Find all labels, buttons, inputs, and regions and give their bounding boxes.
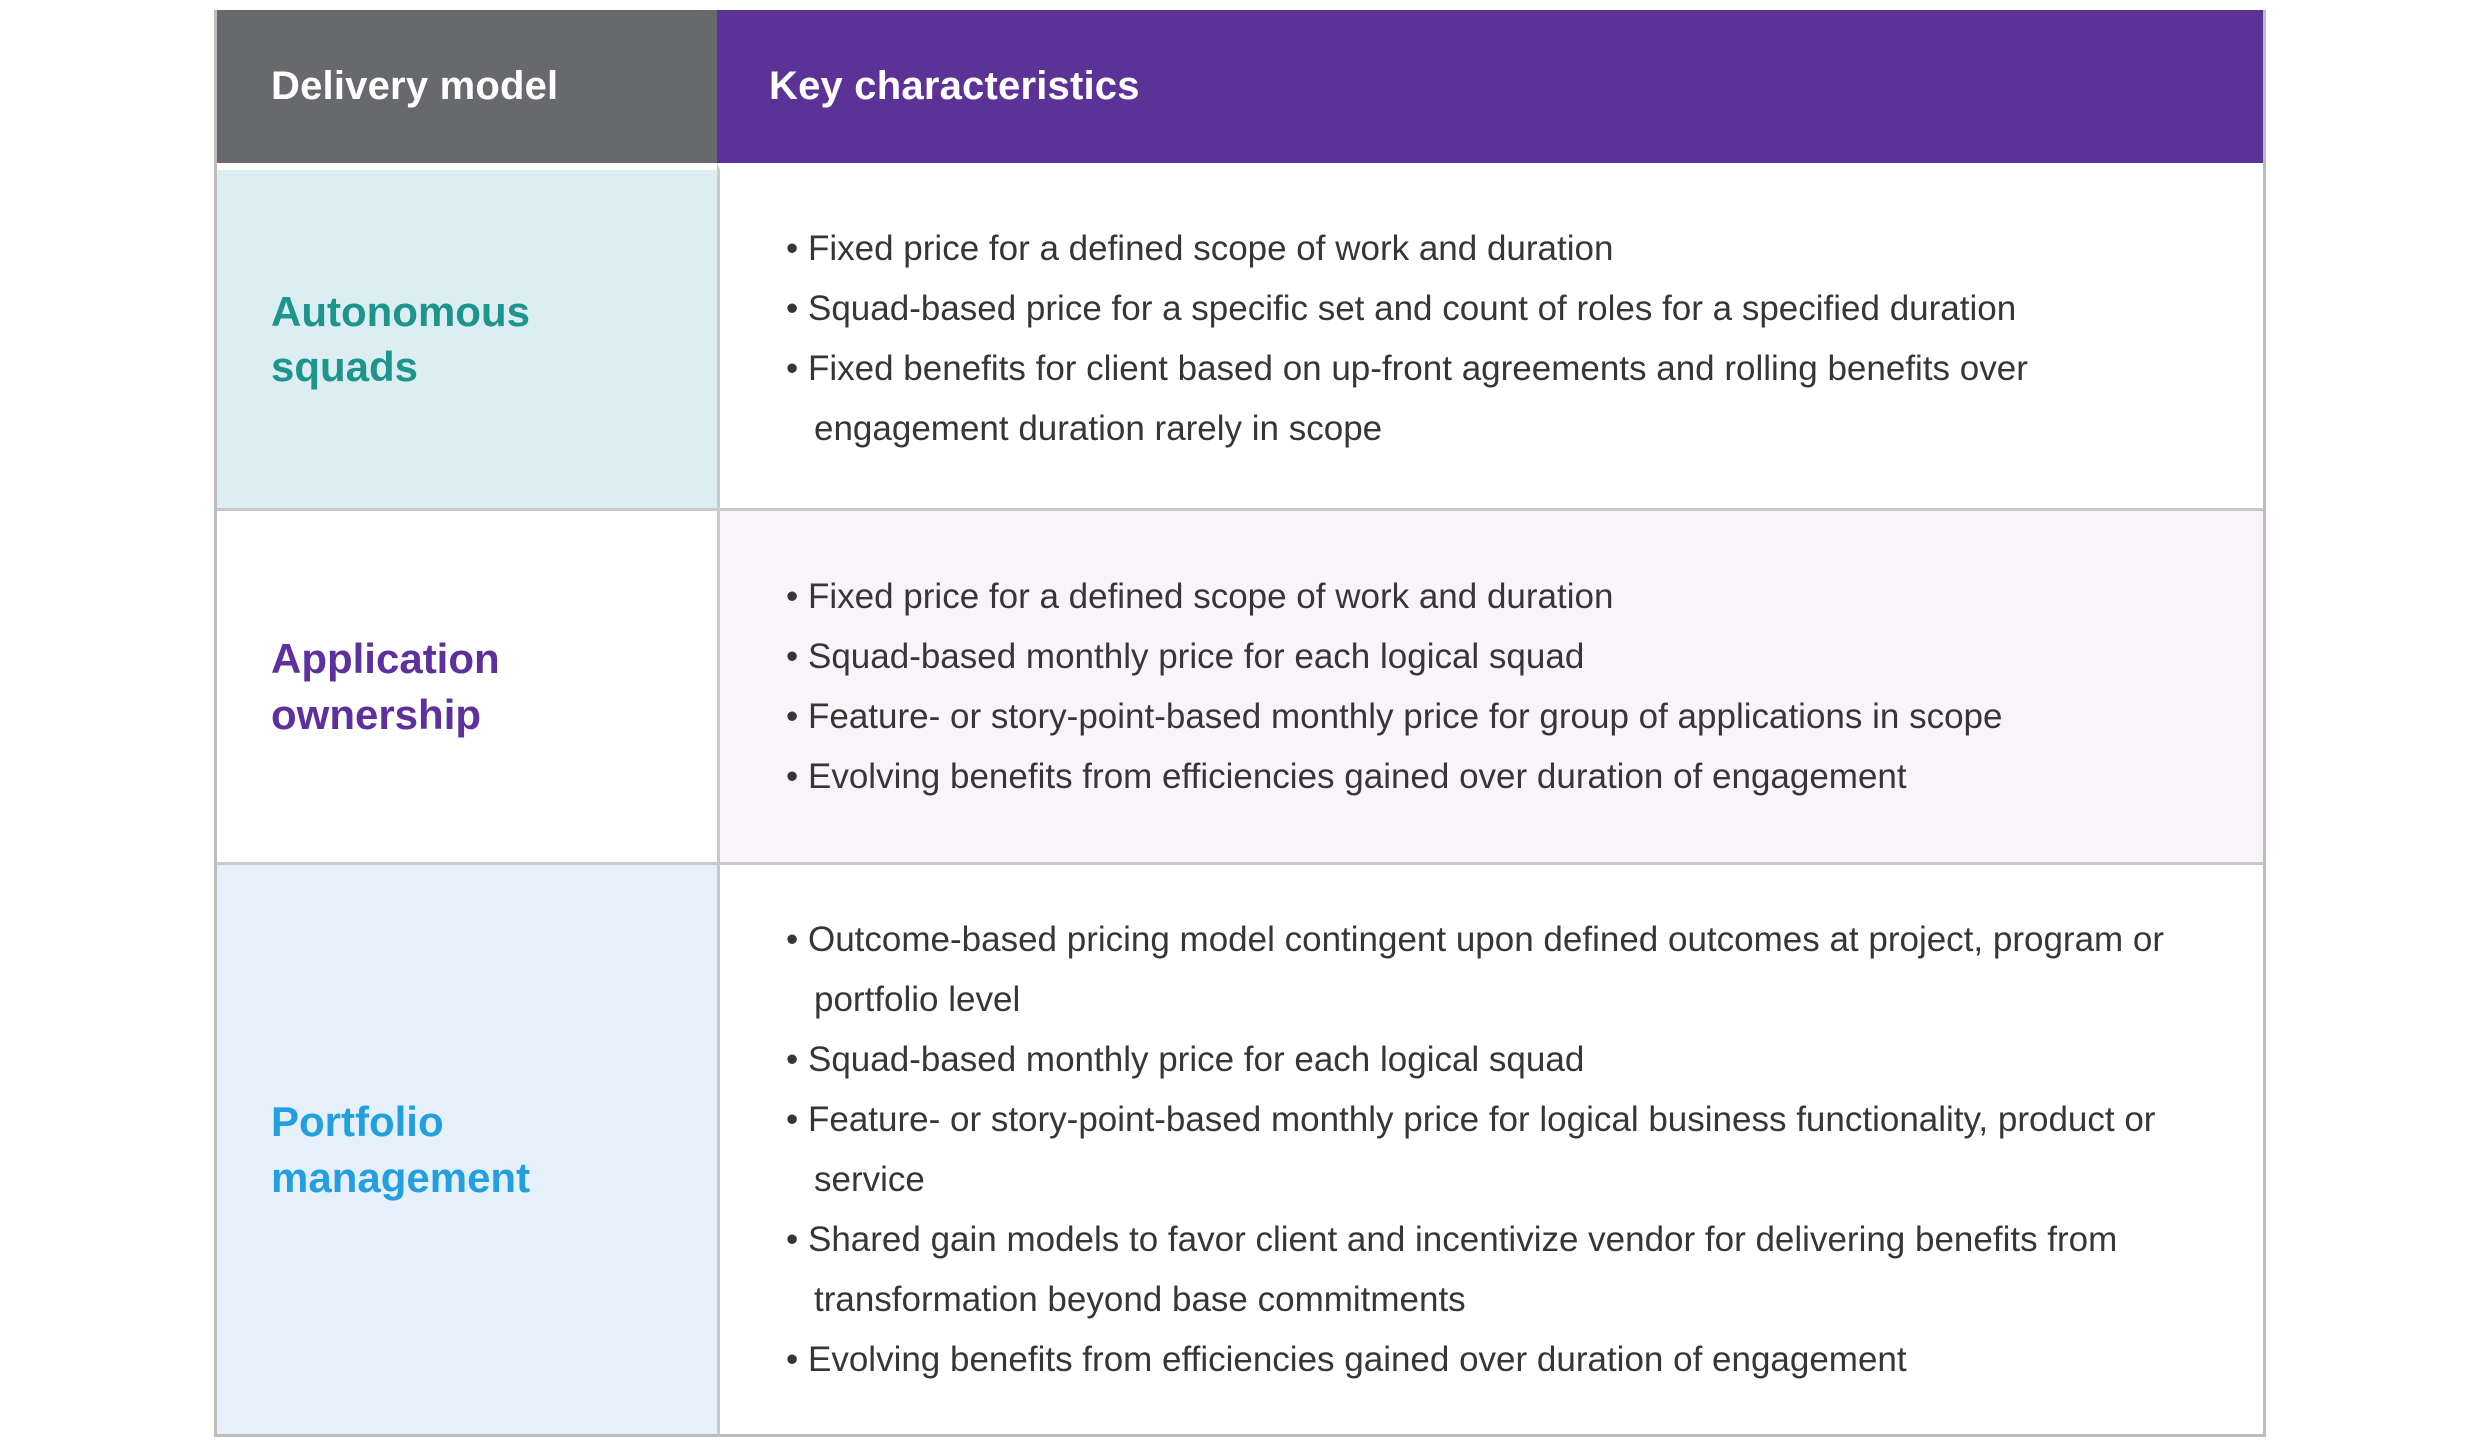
row-label-autonomous-squads: Autonomous squads	[217, 163, 717, 508]
model-name: Application ownership	[271, 635, 500, 738]
bullet-list: Fixed price for a defined scope of work …	[758, 567, 2003, 807]
row-characteristics-application-ownership: Fixed price for a defined scope of work …	[717, 508, 2263, 862]
bullet-list: Outcome-based pricing model contingent u…	[758, 910, 2168, 1390]
bullet-list: Fixed price for a defined scope of work …	[758, 219, 2168, 459]
model-name: Autonomous squads	[271, 287, 530, 390]
bullet-item: Outcome-based pricing model contingent u…	[786, 910, 2168, 1030]
row-characteristics-autonomous-squads: Fixed price for a defined scope of work …	[717, 163, 2263, 508]
header-cell-delivery-model: Delivery model	[217, 10, 717, 163]
header-label-delivery-model: Delivery model	[271, 64, 559, 108]
bullet-item: Evolving benefits from efficiencies gain…	[786, 1330, 2168, 1390]
header-cell-key-characteristics: Key characteristics	[717, 10, 2263, 163]
bullet-item: Fixed price for a defined scope of work …	[786, 567, 2002, 627]
bullet-item: Feature- or story-point-based monthly pr…	[786, 1090, 2168, 1210]
header-label-key-characteristics: Key characteristics	[769, 64, 1140, 108]
row-label-portfolio-management: Portfolio management	[217, 862, 717, 1434]
bullet-item: Squad-based monthly price for each logic…	[786, 627, 2002, 687]
bullet-item: Feature- or story-point-based monthly pr…	[786, 687, 2003, 747]
delivery-models-table: Delivery model Key characteristics Auton…	[214, 10, 2266, 1437]
bullet-item: Shared gain models to favor client and i…	[786, 1210, 2168, 1330]
bullet-item: Fixed benefits for client based on up-fr…	[786, 339, 2168, 459]
row-label-application-ownership: Application ownership	[217, 508, 717, 862]
bullet-item: Fixed price for a defined scope of work …	[786, 219, 2168, 279]
bullet-item: Evolving benefits from efficiencies gain…	[786, 747, 2002, 807]
row-characteristics-portfolio-management: Outcome-based pricing model contingent u…	[717, 862, 2263, 1434]
model-name: Portfolio management	[271, 1098, 531, 1201]
bullet-item: Squad-based price for a specific set and…	[786, 279, 2168, 339]
bullet-item: Squad-based monthly price for each logic…	[786, 1030, 2168, 1090]
